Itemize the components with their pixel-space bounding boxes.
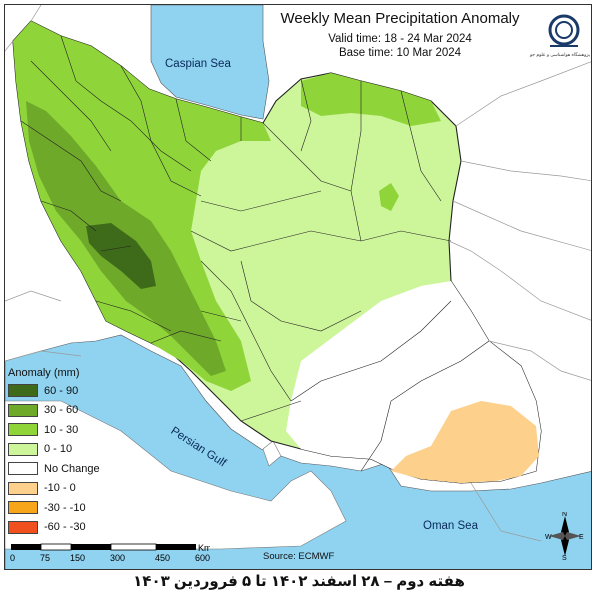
scale-labels: 0 75 150 300 450 600 Km [10, 543, 212, 563]
anomaly-10-30-spot [379, 183, 399, 211]
compass-e: E [579, 534, 584, 541]
neighbor-borders [5, 5, 591, 542]
logo-text: پژوهشگاه هواشناسی و علوم جو [529, 52, 591, 57]
legend-item: 10 - 30 [8, 420, 108, 440]
oman-sea-label: Oman Sea [423, 520, 478, 532]
map-frame: Caspian Sea Persian Gulf Oman Sea [4, 4, 592, 570]
compass-rose-icon: N S W E [545, 512, 584, 560]
legend-label: 30 - 60 [44, 404, 79, 417]
legend-item: -10 - 0 [8, 479, 108, 499]
compass-w: W [545, 534, 552, 541]
compass-n: N [562, 512, 567, 518]
legend-swatch [8, 462, 38, 476]
qatar-land [262, 440, 282, 467]
legend-swatch [8, 384, 38, 398]
map-title: Weekly Mean Precipitation Anomaly [280, 10, 520, 27]
scale-tick: 450 [155, 553, 170, 563]
legend-swatch [8, 481, 38, 495]
legend-label: -60 - -30 [44, 521, 86, 534]
scale-tick: 600 [195, 553, 210, 563]
scale-tick: 150 [70, 553, 85, 563]
legend-label: 10 - 30 [44, 423, 79, 436]
organization-logo-icon [548, 14, 580, 47]
scale-tick: 0 [10, 553, 15, 563]
caspian-sea [150, 5, 270, 120]
scale-tick: 75 [40, 553, 50, 563]
negative-anomaly-southeast [391, 401, 539, 483]
anomaly-60-90 [86, 223, 156, 289]
legend-swatch [8, 520, 38, 534]
legend-label: -30 - -10 [44, 501, 86, 514]
anomaly-10-30 [13, 21, 271, 391]
legend-item: -30 - -10 [8, 498, 108, 518]
legend-item: 60 - 90 [8, 381, 108, 401]
valid-time: Valid time: 18 - 24 Mar 2024 [328, 33, 472, 45]
scale-unit: Km [198, 543, 210, 553]
source-label: Source: ECMWF [263, 551, 335, 562]
legend-label: 60 - 90 [44, 384, 79, 397]
legend-item: 0 - 10 [8, 440, 108, 460]
legend-swatch [8, 442, 38, 456]
legend-item: No Change [8, 459, 108, 479]
anomaly-10-30-northeast [301, 73, 441, 126]
province-borders [20, 35, 490, 472]
legend-title: Anomaly (mm) [8, 367, 80, 379]
legend-label: No Change [44, 462, 100, 475]
precipitation-map [5, 5, 591, 569]
legend-label: 0 - 10 [44, 443, 73, 456]
caspian-sea-label: Caspian Sea [165, 58, 231, 70]
legend-label: -10 - 0 [44, 482, 76, 495]
legend-swatch [8, 501, 38, 515]
caption: هفته دوم – ۲۸ اسفند ۱۴۰۲ تا ۵ فروردین ۱۴… [133, 573, 465, 590]
compass-s: S [562, 555, 567, 560]
base-time: Base time: 10 Mar 2024 [338, 47, 462, 59]
legend: Anomaly (mm) 60 - 90 30 - 60 10 - 30 0 - 10… [8, 367, 108, 537]
scale-tick: 300 [110, 553, 125, 563]
scale-bar [11, 543, 196, 551]
legend-swatch [8, 403, 38, 417]
legend-item: -60 - -30 [8, 518, 108, 538]
legend-swatch [8, 423, 38, 437]
legend-item: 30 - 60 [8, 401, 108, 421]
